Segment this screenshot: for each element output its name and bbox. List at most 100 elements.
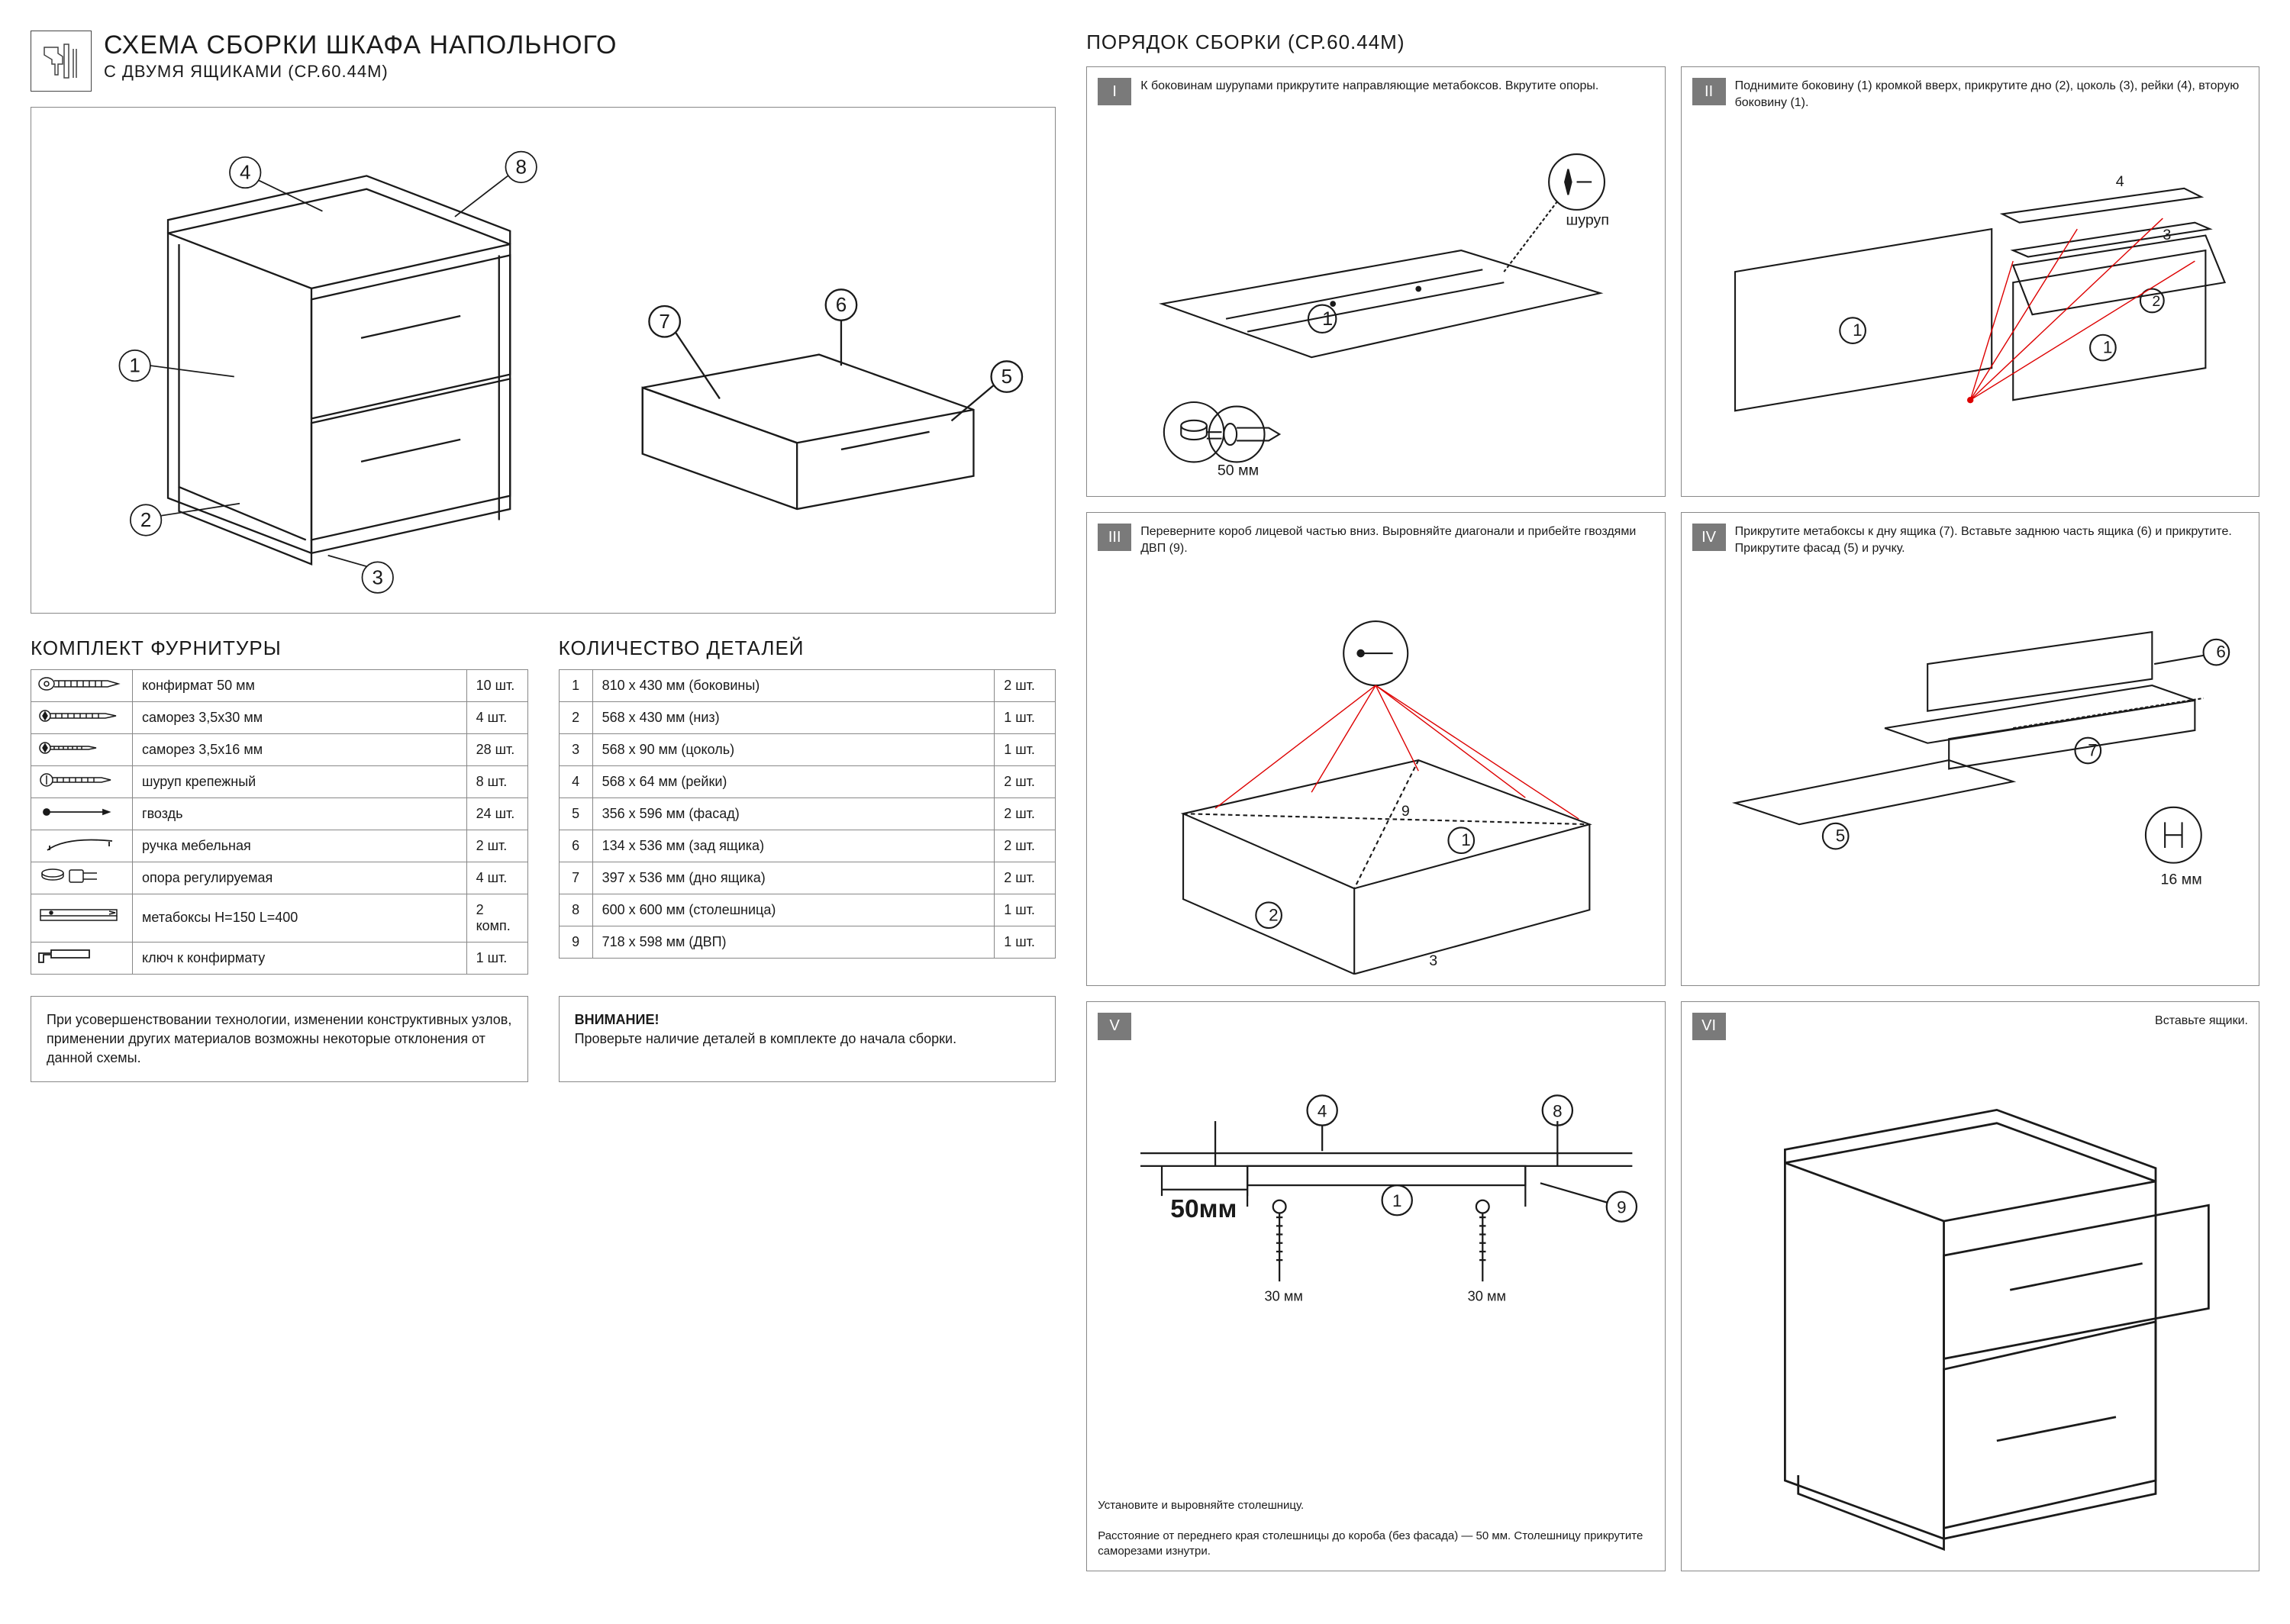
step-text: Прикрутите метабоксы к дну ящика (7). Вс… bbox=[1735, 524, 2248, 560]
parts-row: 9718 х 598 мм (ДВП)1 шт. bbox=[559, 926, 1056, 958]
step-diagram bbox=[1692, 1057, 2248, 1560]
svg-text:6: 6 bbox=[2216, 643, 2225, 662]
svg-text:3: 3 bbox=[1429, 952, 1437, 969]
svg-text:8: 8 bbox=[515, 156, 526, 179]
svg-text:1: 1 bbox=[1322, 308, 1333, 330]
parts-table: 1810 х 430 мм (боковины)2 шт.2568 х 430 … bbox=[559, 669, 1056, 959]
parts-row: 2568 х 430 мм (низ)1 шт. bbox=[559, 701, 1056, 733]
parts-row: 3568 х 90 мм (цоколь)1 шт. bbox=[559, 733, 1056, 765]
hardware-row: саморез 3,5х16 мм28 шт. bbox=[31, 733, 528, 765]
note-tech: При усовершенствовании технологии, измен… bbox=[31, 996, 528, 1083]
note-attention: ВНИМАНИЕ! Проверьте наличие деталей в ко… bbox=[559, 996, 1056, 1083]
part-qty: 2 шт. bbox=[995, 862, 1056, 894]
svg-text:3: 3 bbox=[372, 566, 382, 588]
assembly-step: VIВставьте ящики. bbox=[1681, 1001, 2259, 1571]
part-name: 568 х 430 мм (низ) bbox=[592, 701, 995, 733]
hardware-row: шуруп крепежный8 шт. bbox=[31, 765, 528, 798]
step-diagram: 1 2 3 9 bbox=[1098, 568, 1653, 974]
assembly-step: II Поднимите боковину (1) кромкой вверх, … bbox=[1681, 66, 2259, 497]
svg-text:50мм: 50мм bbox=[1170, 1195, 1237, 1223]
part-name: 718 х 598 мм (ДВП) bbox=[592, 926, 995, 958]
hardware-qty: 8 шт. bbox=[466, 765, 527, 798]
hardware-name: метабоксы H=150 L=400 bbox=[133, 894, 467, 942]
hardware-qty: 2 шт. bbox=[466, 830, 527, 862]
part-num: 4 bbox=[559, 765, 592, 798]
hardware-icon bbox=[31, 798, 133, 830]
assembly-step: IIIПереверните короб лицевой частью вниз… bbox=[1086, 512, 1665, 985]
part-qty: 2 шт. bbox=[995, 830, 1056, 862]
page-title: СХЕМА СБОРКИ ШКАФА НАПОЛЬНОГО bbox=[104, 31, 617, 60]
parts-row: 7397 х 536 мм (дно ящика)2 шт. bbox=[559, 862, 1056, 894]
part-num: 9 bbox=[559, 926, 592, 958]
step-diagram: 4 8 9 1 50мм 30 мм 30 мм bbox=[1098, 1057, 1653, 1490]
svg-text:4: 4 bbox=[1318, 1101, 1327, 1120]
hardware-qty: 24 шт. bbox=[466, 798, 527, 830]
hardware-name: саморез 3,5х16 мм bbox=[133, 733, 467, 765]
parts-row: 1810 х 430 мм (боковины)2 шт. bbox=[559, 669, 1056, 701]
hardware-name: ключ к конфирмату bbox=[133, 942, 467, 974]
svg-text:4: 4 bbox=[240, 161, 250, 184]
part-name: 134 х 536 мм (зад ящика) bbox=[592, 830, 995, 862]
hardware-name: конфирмат 50 мм bbox=[133, 669, 467, 701]
part-qty: 1 шт. bbox=[995, 894, 1056, 926]
page-subtitle: С ДВУМЯ ЯЩИКАМИ (СР.60.44М) bbox=[104, 62, 617, 82]
hardware-name: саморез 3,5х30 мм bbox=[133, 701, 467, 733]
step-diagram: 1 1 4 3 2 bbox=[1692, 122, 2248, 485]
svg-text:1: 1 bbox=[1853, 321, 1862, 340]
svg-text:5: 5 bbox=[1001, 365, 1012, 388]
part-qty: 2 шт. bbox=[995, 798, 1056, 830]
parts-row: 6134 х 536 мм (зад ящика)2 шт. bbox=[559, 830, 1056, 862]
svg-text:7: 7 bbox=[2088, 741, 2097, 760]
hardware-qty: 10 шт. bbox=[466, 669, 527, 701]
step-diagram: 1 шуруп 50 мм bbox=[1098, 122, 1653, 485]
hardware-row: конфирмат 50 мм10 шт. bbox=[31, 669, 528, 701]
parts-row: 4568 х 64 мм (рейки)2 шт. bbox=[559, 765, 1056, 798]
part-qty: 1 шт. bbox=[995, 733, 1056, 765]
step-number: VI bbox=[1692, 1013, 1726, 1040]
svg-text:2: 2 bbox=[1269, 906, 1278, 925]
hardware-icon bbox=[31, 669, 133, 701]
part-qty: 2 шт. bbox=[995, 669, 1056, 701]
part-num: 6 bbox=[559, 830, 592, 862]
svg-text:2: 2 bbox=[2152, 293, 2160, 310]
step-diagram: 5 7 6 16 мм bbox=[1692, 568, 2248, 974]
part-name: 568 х 64 мм (рейки) bbox=[592, 765, 995, 798]
hardware-row: ключ к конфирмату1 шт. bbox=[31, 942, 528, 974]
part-qty: 1 шт. bbox=[995, 926, 1056, 958]
svg-text:9: 9 bbox=[1617, 1197, 1626, 1216]
assembly-step: IVПрикрутите метабоксы к дну ящика (7). … bbox=[1681, 512, 2259, 985]
hardware-icon bbox=[31, 733, 133, 765]
part-num: 7 bbox=[559, 862, 592, 894]
step-text: Поднимите боковину (1) кромкой вверх, пр… bbox=[1735, 78, 2248, 114]
svg-text:16 мм: 16 мм bbox=[2160, 872, 2201, 888]
hardware-name: ручка мебельная bbox=[133, 830, 467, 862]
step-number: II bbox=[1692, 78, 1726, 105]
svg-text:2: 2 bbox=[140, 508, 151, 531]
hardware-name: гвоздь bbox=[133, 798, 467, 830]
hardware-qty: 1 шт. bbox=[466, 942, 527, 974]
part-name: 600 х 600 мм (столешница) bbox=[592, 894, 995, 926]
step-number: V bbox=[1098, 1013, 1131, 1040]
hardware-qty: 28 шт. bbox=[466, 733, 527, 765]
hardware-name: шуруп крепежный bbox=[133, 765, 467, 798]
hardware-icon bbox=[31, 701, 133, 733]
header: СХЕМА СБОРКИ ШКАФА НАПОЛЬНОГО С ДВУМЯ ЯЩ… bbox=[31, 31, 1056, 92]
part-num: 2 bbox=[559, 701, 592, 733]
hardware-icon bbox=[31, 765, 133, 798]
hardware-icon bbox=[31, 862, 133, 894]
step-text bbox=[1140, 1013, 1653, 1049]
svg-text:30 мм: 30 мм bbox=[1468, 1288, 1506, 1303]
part-num: 3 bbox=[559, 733, 592, 765]
hardware-title: КОМПЛЕКТ ФУРНИТУРЫ bbox=[31, 636, 528, 660]
step-number: I bbox=[1098, 78, 1131, 105]
svg-text:50 мм: 50 мм bbox=[1218, 462, 1259, 478]
hardware-row: метабоксы H=150 L=4002 комп. bbox=[31, 894, 528, 942]
hardware-icon bbox=[31, 942, 133, 974]
assembly-title: ПОРЯДОК СБОРКИ (СР.60.44М) bbox=[1086, 31, 2259, 54]
part-name: 356 х 596 мм (фасад) bbox=[592, 798, 995, 830]
tools-icon bbox=[31, 31, 92, 92]
hardware-qty: 4 шт. bbox=[466, 862, 527, 894]
hardware-row: гвоздь24 шт. bbox=[31, 798, 528, 830]
svg-text:5: 5 bbox=[1835, 826, 1844, 846]
parts-title: КОЛИЧЕСТВО ДЕТАЛЕЙ bbox=[559, 636, 1056, 660]
